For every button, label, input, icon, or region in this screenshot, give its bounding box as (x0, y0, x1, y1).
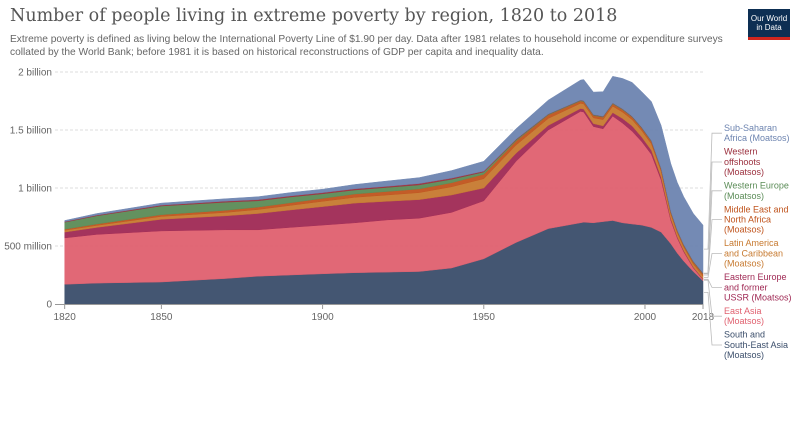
chart-subtitle: Extreme poverty is defined as living bel… (10, 34, 723, 58)
y-tick-label: 1 billion (18, 184, 52, 195)
legend-connector (704, 292, 722, 346)
x-tick-label: 1820 (54, 312, 77, 323)
area-series-7 (64, 76, 704, 274)
y-tick-label: 2 billion (18, 68, 52, 79)
legend-label-line: South-East Asia (724, 340, 788, 350)
legend-label-line: Middle East and (724, 204, 789, 214)
legend-label-line: (Moatsos) (724, 350, 764, 360)
legend-label-line: and former (724, 282, 768, 292)
x-tick-label: 2000 (634, 312, 657, 323)
legend-connector (704, 161, 722, 274)
legend-label-line: and Caribbean (724, 248, 783, 258)
x-tick-label: 1900 (311, 312, 334, 323)
y-tick-label: 1.5 billion (10, 126, 52, 137)
area-series (64, 76, 704, 305)
legend-label-line: (Moatsos) (724, 259, 764, 269)
legend-label-line: USSR (Moatsos) (724, 293, 792, 303)
legend-label-line: Western (724, 147, 757, 157)
legend-connector (704, 190, 722, 275)
legend-label-line: (Moatsos) (724, 316, 764, 326)
logo-line-2: in Data (756, 23, 782, 32)
legend-item[interactable]: East Asia(Moatsos) (704, 279, 764, 326)
legend-label-line: East Asia (724, 306, 762, 316)
legend-label-line: Eastern Europe (724, 272, 787, 282)
legend-item[interactable]: Western Europe(Moatsos) (704, 181, 789, 275)
legend-connector (704, 132, 722, 250)
legend-connector (704, 219, 722, 276)
y-tick-label: 0 (46, 300, 52, 311)
legend-label-line: (Moatsos) (724, 225, 764, 235)
legend-label-line: (Moatsos) (724, 167, 764, 177)
legend-connector (704, 279, 722, 317)
legend-label-line: (Moatsos) (724, 191, 764, 201)
logo-line-1: Our World (750, 13, 788, 23)
owid-logo[interactable]: Our World in Data (748, 9, 790, 40)
y-tick-label: 500 million (4, 242, 52, 253)
legend-connector (704, 278, 722, 288)
axes: 0 500 million 1 billion 1.5 billion 2 billio… (4, 68, 714, 324)
legend-label-line: Latin America (724, 238, 779, 248)
chart-title: Number of people living in extreme pover… (10, 6, 618, 26)
legend-label-line: Western Europe (724, 181, 789, 191)
legend-label-line: Sub-Saharan (724, 123, 777, 133)
legend-label-line: offshoots (724, 157, 761, 167)
legend-label-line: Africa (Moatsos) (724, 133, 790, 143)
legend-label-line: North Africa (724, 215, 771, 225)
x-tick-label: 1950 (473, 312, 496, 323)
legend-connector (704, 253, 722, 278)
x-tick-label: 1850 (150, 312, 173, 323)
x-tick-label: 2018 (692, 312, 715, 323)
legend-label-line: South and (724, 330, 765, 340)
